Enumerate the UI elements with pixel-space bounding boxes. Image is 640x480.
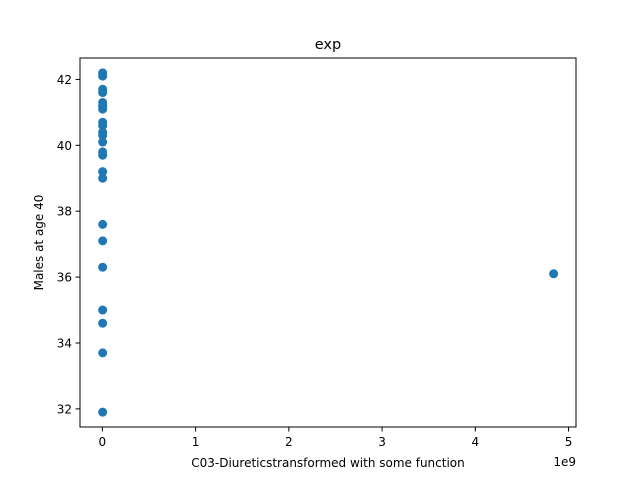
- y-tick-label: 38: [57, 205, 72, 219]
- y-tick-label: 36: [57, 271, 72, 285]
- data-point: [98, 305, 108, 315]
- y-tick-label: 32: [57, 402, 72, 416]
- data-point: [98, 236, 108, 246]
- plot-frame: [79, 57, 577, 428]
- data-point: [98, 101, 108, 111]
- data-points: [98, 68, 559, 417]
- x-tick-label: 5: [565, 435, 573, 449]
- data-point: [549, 269, 559, 279]
- y-axis-label: Males at age 40: [32, 195, 46, 291]
- data-point: [98, 173, 108, 183]
- data-point: [98, 88, 108, 98]
- x-axis-label: C03-Diureticstransformed with some funct…: [191, 456, 465, 470]
- y-tick-label: 40: [57, 139, 72, 153]
- data-point: [98, 71, 108, 81]
- data-point: [98, 121, 108, 131]
- y-axis-ticks: 32 34 36 38 40 42: [57, 73, 80, 416]
- x-tick-label: 4: [471, 435, 479, 449]
- x-tick-label: 1: [192, 435, 200, 449]
- data-point: [98, 167, 108, 177]
- x-tick-label: 0: [99, 435, 107, 449]
- x-axis-ticks: 0 1 2 3 4 5: [99, 427, 573, 449]
- data-point: [98, 348, 108, 358]
- x-axis-offset-label: 1e9: [553, 455, 576, 469]
- x-tick-label: 3: [378, 435, 386, 449]
- y-tick-label: 34: [57, 336, 72, 350]
- chart-title: exp: [315, 37, 341, 53]
- data-point: [98, 130, 108, 140]
- data-point: [98, 407, 108, 417]
- data-point: [98, 137, 108, 147]
- data-point: [98, 150, 108, 160]
- data-point: [98, 219, 108, 229]
- data-point: [98, 318, 108, 328]
- y-tick-label: 42: [57, 73, 72, 87]
- x-tick-label: 2: [285, 435, 293, 449]
- data-point: [98, 262, 108, 272]
